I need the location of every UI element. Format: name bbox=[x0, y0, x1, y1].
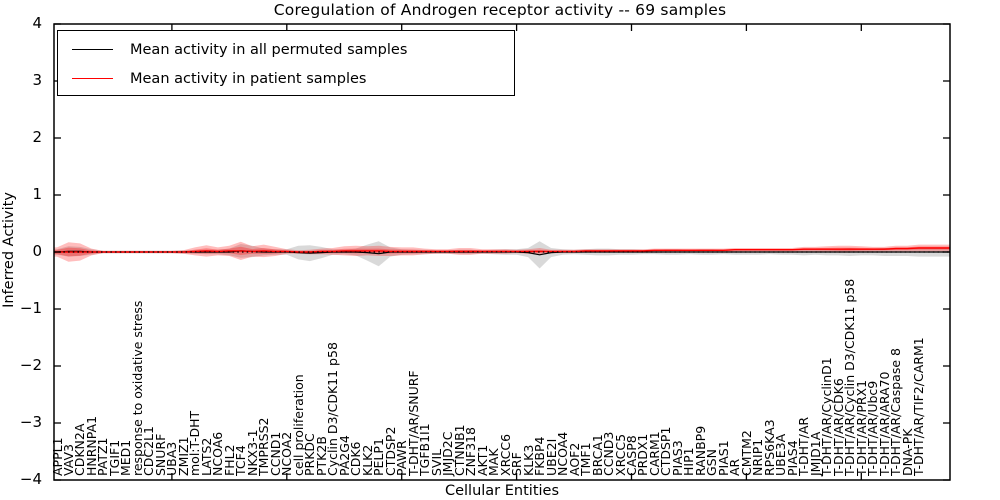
y-tick-label: −1 bbox=[19, 299, 42, 317]
permuted-std-band bbox=[54, 241, 950, 269]
y-tick-label: 3 bbox=[32, 71, 42, 89]
legend-box: Mean activity in all permuted samples Me… bbox=[57, 30, 515, 96]
x-axis-label: Cellular Entities bbox=[444, 483, 560, 499]
legend-label-permuted: Mean activity in all permuted samples bbox=[130, 41, 408, 58]
y-tick-label: −4 bbox=[19, 470, 42, 488]
patient-line-swatch bbox=[72, 78, 113, 79]
y-tick-label: 4 bbox=[32, 14, 42, 32]
legend-label-patient: Mean activity in patient samples bbox=[130, 70, 367, 87]
y-tick-label: 0 bbox=[32, 242, 42, 260]
x-category-label: T-DHT/AR/TIF2/CARM1 bbox=[911, 337, 927, 476]
legend-item-patient: Mean activity in patient samples bbox=[58, 64, 514, 93]
y-tick-label: 1 bbox=[32, 185, 42, 203]
chart-title: Coregulation of Androgen receptor activi… bbox=[273, 1, 727, 19]
y-tick-label: 2 bbox=[32, 128, 42, 146]
permuted-line-swatch bbox=[72, 49, 113, 50]
legend-item-permuted: Mean activity in all permuted samples bbox=[58, 35, 514, 64]
y-tick-label: −2 bbox=[19, 356, 42, 374]
y-tick-label: −3 bbox=[19, 413, 42, 431]
